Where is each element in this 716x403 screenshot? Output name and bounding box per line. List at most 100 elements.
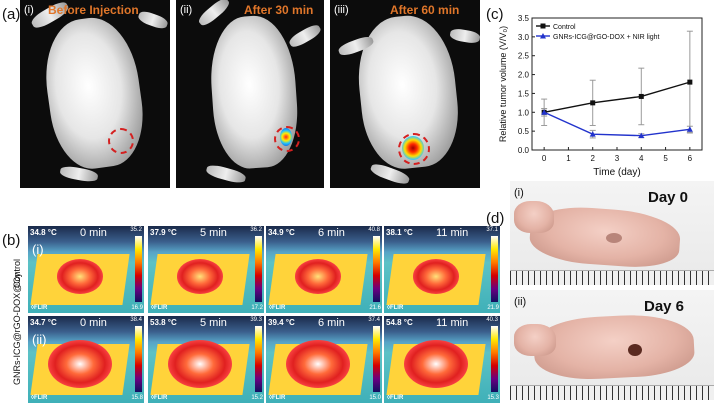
x-axis-label: Time (day) <box>593 167 640 178</box>
data-point <box>638 132 645 139</box>
data-point <box>589 131 596 137</box>
heat-spot <box>177 259 223 294</box>
panel-c-letter: (c) <box>486 6 504 23</box>
mouse-head <box>514 324 556 356</box>
mouse-photo-day6: (ii) Day 6 <box>510 290 714 400</box>
color-scale-bar <box>373 326 380 392</box>
spot-temperature: 38.1 °C <box>386 228 413 237</box>
data-point <box>638 93 644 99</box>
time-label: 6 min <box>318 317 345 329</box>
scale-max: 35.2 <box>130 227 142 233</box>
scale-min: 15.8 <box>131 395 143 401</box>
scale-max: 37.4 <box>368 317 380 323</box>
x-tick-label: 1 <box>566 154 571 163</box>
heat-spot <box>295 259 341 294</box>
legend-label: GNRs-ICG@rGO-DOX + NIR light <box>553 34 660 41</box>
flir-logo: ◊FLIR <box>31 395 48 401</box>
data-point <box>686 126 693 132</box>
scale-min: 15.2 <box>251 395 263 401</box>
spot-temperature: 37.9 °C <box>150 228 177 237</box>
y-tick-label: 1.0 <box>518 108 530 117</box>
tumor-scab <box>628 344 642 356</box>
scale-min: 16.9 <box>131 305 143 311</box>
x-tick-label: 6 <box>688 154 693 163</box>
y-tick-label: 1.5 <box>518 89 530 98</box>
panel-b-letter: (b) <box>2 232 21 249</box>
tumor-volume-chart: 0 1 2 3 4 5 6 0.0 0.5 1.0 1.5 2.0 2.5 3.0 3.5 Control G… <box>498 14 703 178</box>
scale-max: 38.4 <box>130 317 142 323</box>
frame-title: After 30 min <box>244 3 314 17</box>
color-scale-bar <box>255 236 262 302</box>
spot-temperature: 34.7 °C <box>30 318 57 327</box>
scale-min: 17.2 <box>251 305 263 311</box>
flir-logo: ◊FLIR <box>269 395 286 401</box>
ruler <box>510 270 714 285</box>
mouse-paw <box>287 22 323 50</box>
time-label: 0 min <box>80 227 107 239</box>
thermal-image: 34.7 °C 0 min 38.4 15.8 ◊FLIR (ii) <box>28 316 144 403</box>
data-point <box>541 109 548 115</box>
data-point <box>687 79 693 85</box>
time-label: 11 min <box>436 317 469 329</box>
panel-a-letter: (a) <box>2 6 21 23</box>
y-axis-label: Relative tumor volume (V/V₀) <box>498 26 508 142</box>
thermal-image: 34.8 °C 0 min 35.2 16.9 ◊FLIR (i) <box>28 226 144 313</box>
flir-logo: ◊FLIR <box>387 305 404 311</box>
scale-max: 40.8 <box>368 227 380 233</box>
thermal-image: 39.4 °C 6 min 37.4 15.0 ◊FLIR <box>266 316 382 403</box>
scale-max: 36.2 <box>250 227 262 233</box>
x-tick-label: 0 <box>542 154 547 163</box>
scale-max: 37.1 <box>486 227 498 233</box>
time-label: 11 min <box>436 227 469 239</box>
spot-temperature: 34.8 °C <box>30 228 57 237</box>
heat-spot <box>168 340 232 388</box>
mouse-image-30min: (ii) After 30 min <box>176 0 324 188</box>
data-point <box>590 100 596 106</box>
color-scale-bar <box>135 326 142 392</box>
flir-logo: ◊FLIR <box>151 395 168 401</box>
thermal-image: 38.1 °C 11 min 37.1 21.9 ◊FLIR <box>384 226 500 313</box>
photo-day-label: Day 0 <box>648 189 689 206</box>
x-tick-label: 4 <box>639 154 644 163</box>
heat-spot <box>286 340 350 388</box>
heat-spot <box>48 340 112 388</box>
frame-title: After 60 min <box>390 3 460 17</box>
y-tick-label: 2.0 <box>518 71 530 80</box>
thermal-image: 37.9 °C 5 min 36.2 17.2 ◊FLIR <box>148 226 264 313</box>
x-tick-label: 5 <box>663 154 668 163</box>
series-line <box>543 111 690 137</box>
y-tick-label: 3.5 <box>518 14 530 23</box>
legend-marker <box>540 23 546 29</box>
spot-temperature: 34.9 °C <box>268 228 295 237</box>
thermal-image: 54.8 °C 11 min 40.3 15.3 ◊FLIR <box>384 316 500 403</box>
mouse-photo-day0: (i) Day 0 <box>510 181 714 285</box>
spot-temperature: 39.4 °C <box>268 318 295 327</box>
time-label: 5 min <box>200 317 227 329</box>
legend-label: Control <box>553 24 576 31</box>
series-line <box>544 81 691 113</box>
frame-roman: (iii) <box>334 4 349 16</box>
ruler <box>510 385 714 400</box>
tumor-marker <box>274 126 300 152</box>
thermal-image: 53.8 °C 5 min 39.3 15.2 ◊FLIR <box>148 316 264 403</box>
spot-temperature: 54.8 °C <box>386 318 413 327</box>
scale-min: 21.6 <box>369 305 381 311</box>
color-scale-bar <box>255 326 262 392</box>
y-tick-label: 0.0 <box>518 146 530 155</box>
x-tick-label: 3 <box>615 154 620 163</box>
photo-roman: (i) <box>514 187 524 199</box>
y-tick-label: 0.5 <box>518 127 530 136</box>
scale-min: 15.0 <box>369 395 381 401</box>
x-tick-label: 2 <box>590 154 595 163</box>
mouse-body <box>532 311 696 383</box>
mouse-body <box>38 12 150 174</box>
time-label: 0 min <box>80 317 107 329</box>
photo-day-label: Day 6 <box>644 298 685 315</box>
mouse-image-before: (i) Before Injection <box>20 0 170 188</box>
row-label-treatment: GNRs-ICG@rGO-DOX@Cy <box>12 272 22 385</box>
scale-max: 40.3 <box>486 317 498 323</box>
mouse-image-60min: (iii) After 60 min <box>330 0 480 188</box>
time-label: 5 min <box>200 227 227 239</box>
frame-roman: (i) <box>24 4 34 16</box>
color-scale-bar <box>135 236 142 302</box>
